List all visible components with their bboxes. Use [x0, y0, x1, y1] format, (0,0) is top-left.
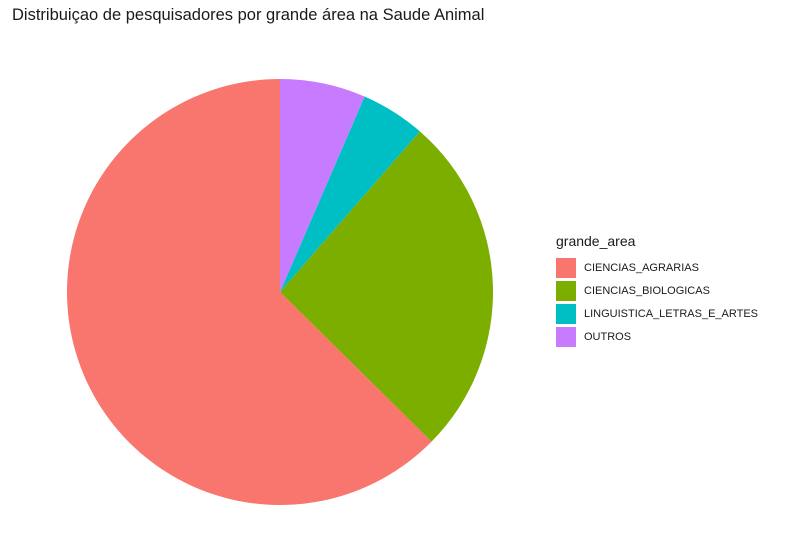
pie-slice-linguistica-letras-e-artes: [280, 96, 420, 293]
pie-slice-ciencias-agrarias: [66, 78, 432, 506]
legend-title: grande_area: [556, 233, 636, 249]
legend-label-linguistica-letras-e-artes: LINGUISTICA_LETRAS_E_ARTES: [584, 307, 759, 320]
pie-slice-outros: [280, 79, 365, 292]
legend-label-outros: OUTROS: [584, 330, 632, 343]
legend: grande_area CIENCIAS_AGRARIAS CIENCIAS_B…: [556, 233, 758, 348]
legend-key-linguistica-letras-e-artes: [556, 303, 576, 324]
legend-key-outros: [556, 326, 576, 347]
legend-label-ciencias-agrarias: CIENCIAS_AGRARIAS: [584, 261, 699, 274]
legend-key-ciencias-agrarias: [556, 257, 576, 278]
legend-item-ciencias-agrarias: CIENCIAS_AGRARIAS: [556, 256, 758, 279]
pie-slices: [66, 78, 494, 506]
legend-key-ciencias-biologicas: [556, 280, 576, 301]
legend-item-outros: OUTROS: [556, 325, 758, 348]
legend-item-linguistica-letras-e-artes: LINGUISTICA_LETRAS_E_ARTES: [556, 302, 758, 325]
legend-item-ciencias-biologicas: CIENCIAS_BIOLOGICAS: [556, 279, 758, 302]
pie-slice-ciencias-biologicas: [280, 131, 494, 442]
legend-label-ciencias-biologicas: CIENCIAS_BIOLOGICAS: [584, 284, 710, 297]
chart-title: Distribuiçao de pesquisadores por grande…: [12, 6, 485, 24]
